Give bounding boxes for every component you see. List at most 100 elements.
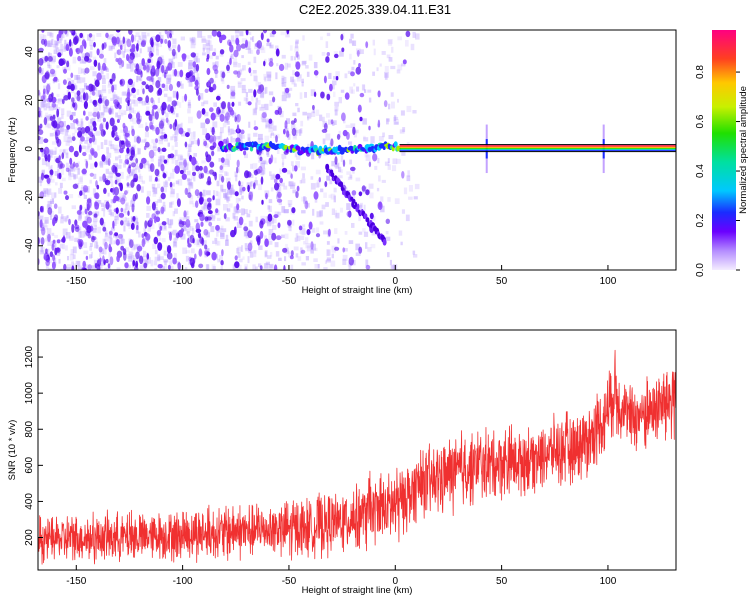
spectrogram-speckle xyxy=(326,32,331,37)
spectrogram-blob xyxy=(115,239,120,246)
spectrogram-speckle xyxy=(254,177,257,184)
spectrogram-speckle xyxy=(209,44,213,51)
spectrogram-speckle xyxy=(316,227,320,233)
drift-track-point xyxy=(369,143,374,147)
spectrogram-blob xyxy=(327,228,331,237)
spectrogram-speckle xyxy=(292,70,295,76)
spectrogram-speckle xyxy=(261,104,266,109)
spectrogram-blob xyxy=(267,213,273,222)
spectrogram-speckle xyxy=(363,204,366,211)
spectrogram-speckle xyxy=(244,243,248,250)
spectrogram-speckle xyxy=(230,128,234,135)
spectrogram-blob xyxy=(83,40,87,50)
spectrogram-speckle xyxy=(170,219,174,225)
spectrogram-speckle xyxy=(173,241,177,246)
spectrogram-speckle xyxy=(62,228,68,236)
spectrogram-speckle xyxy=(326,249,330,257)
spectrogram-blob xyxy=(61,236,66,243)
spectrogram-speckle xyxy=(141,100,146,106)
spectrogram-speckle xyxy=(326,257,331,261)
spectrogram-speckle xyxy=(384,73,388,80)
spectrogram-speckle xyxy=(125,176,129,181)
spectrogram-speckle xyxy=(368,97,372,103)
spectrogram-speckle xyxy=(268,240,273,245)
spectrogram-blob xyxy=(383,100,388,108)
spectrogram-speckle xyxy=(264,86,268,94)
spectrogram-speckle xyxy=(146,213,150,218)
snr-x-tick-label: 0 xyxy=(392,576,398,587)
spectrogram-speckle xyxy=(101,207,106,212)
spectrogram-speckle xyxy=(252,108,257,116)
spectrogram-speckle xyxy=(307,116,310,121)
spectrogram-blob xyxy=(358,191,363,197)
spectrogram-speckle xyxy=(264,235,267,240)
spectrogram-speckle xyxy=(66,110,71,117)
spectrogram-speckle xyxy=(81,53,86,58)
spectrogram-blob xyxy=(359,116,363,122)
spectrogram-speckle xyxy=(81,45,86,49)
spectrogram-blob xyxy=(377,90,381,98)
spectrogram-speckle xyxy=(92,71,97,77)
spectrogram-speckle xyxy=(223,193,227,199)
spectrogram-speckle xyxy=(158,129,164,134)
spectrogram-speckle xyxy=(185,163,189,170)
spectrogram-blob xyxy=(115,207,119,215)
spectrogram-speckle xyxy=(113,133,117,140)
spectrogram-speckle xyxy=(138,35,141,40)
spectrogram-speckle xyxy=(335,162,340,169)
spectrogram-speckle xyxy=(106,147,110,154)
spectrogram-speckle xyxy=(176,123,182,130)
spectrogram-speckle xyxy=(169,260,173,265)
spectrogram-speckle xyxy=(155,213,159,219)
spectrogram-blob xyxy=(149,163,155,173)
spectrogram-speckle xyxy=(252,250,257,258)
spectrogram-speckle xyxy=(108,204,112,208)
spectrogram-speckle xyxy=(412,31,416,38)
spectrogram-speckle xyxy=(70,166,75,172)
spectrogram-speckle xyxy=(84,83,87,88)
spectrogram-blob xyxy=(120,207,124,213)
spectrogram-speckle xyxy=(202,47,205,52)
spectrogram-speckle xyxy=(45,121,49,128)
spectrogram-blob xyxy=(323,75,327,84)
spectrogram-speckle xyxy=(58,49,63,56)
spectrogram-speckle xyxy=(229,184,234,189)
spectrogram-blob xyxy=(157,146,161,153)
spectrogram-speckle xyxy=(253,74,258,82)
spectrogram-speckle xyxy=(43,190,46,198)
spectrogram-speckle xyxy=(43,34,47,40)
spectrogram-blob xyxy=(81,168,87,175)
spectrogram-speckle xyxy=(237,82,242,88)
spectrogram-blob xyxy=(377,201,383,210)
spectrogram-speckle xyxy=(162,126,165,131)
spectrogram-speckle xyxy=(174,128,177,136)
spectrogram-blob xyxy=(142,88,145,95)
spectrogram-speckle xyxy=(147,46,152,53)
spectrogram-speckle xyxy=(287,170,291,175)
spectrogram-speckle xyxy=(156,49,159,56)
spectrogram-speckle xyxy=(288,203,292,207)
spectrogram-blob xyxy=(211,126,215,136)
spectrogram-speckle xyxy=(152,100,155,105)
spectrogram-blob xyxy=(52,114,56,121)
spectrogram-blob xyxy=(161,147,167,152)
spectrogram-blob xyxy=(275,135,278,143)
spectrogram-blob xyxy=(216,95,221,101)
spectrogram-speckle xyxy=(270,252,273,257)
spectrogram-speckle xyxy=(220,184,224,192)
spectrogram-speckle xyxy=(170,188,175,195)
spectrogram-speckle xyxy=(84,159,88,163)
spectrogram-blob xyxy=(355,66,362,75)
spectrogram-speckle xyxy=(245,46,251,50)
spectrogram-speckle xyxy=(81,185,86,189)
spectrogram-speckle xyxy=(216,217,221,221)
spectrogram-blob xyxy=(197,95,201,101)
spectrogram-speckle xyxy=(216,136,221,140)
spectrogram-speckle xyxy=(258,245,263,250)
spectrogram-blob xyxy=(105,258,109,264)
spectrogram-speckle xyxy=(188,182,194,189)
spectrogram-blob xyxy=(124,262,129,269)
spectrogram-speckle xyxy=(260,91,264,99)
